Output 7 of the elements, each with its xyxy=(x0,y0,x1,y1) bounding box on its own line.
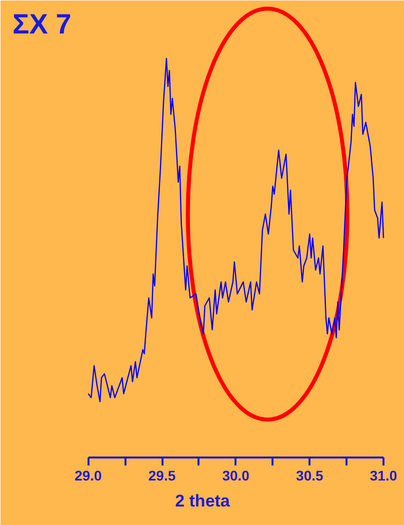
chart-title: ΣX 7 xyxy=(12,8,72,40)
x-tick-label: 30.5 xyxy=(296,468,324,484)
x-tick-label: 30.0 xyxy=(222,468,250,484)
x-axis-title: 2 theta xyxy=(175,492,230,510)
x-tick-label: 29.5 xyxy=(148,468,176,484)
x-tick-label: 29.0 xyxy=(74,468,102,484)
x-tick-label: 31.0 xyxy=(370,468,398,484)
